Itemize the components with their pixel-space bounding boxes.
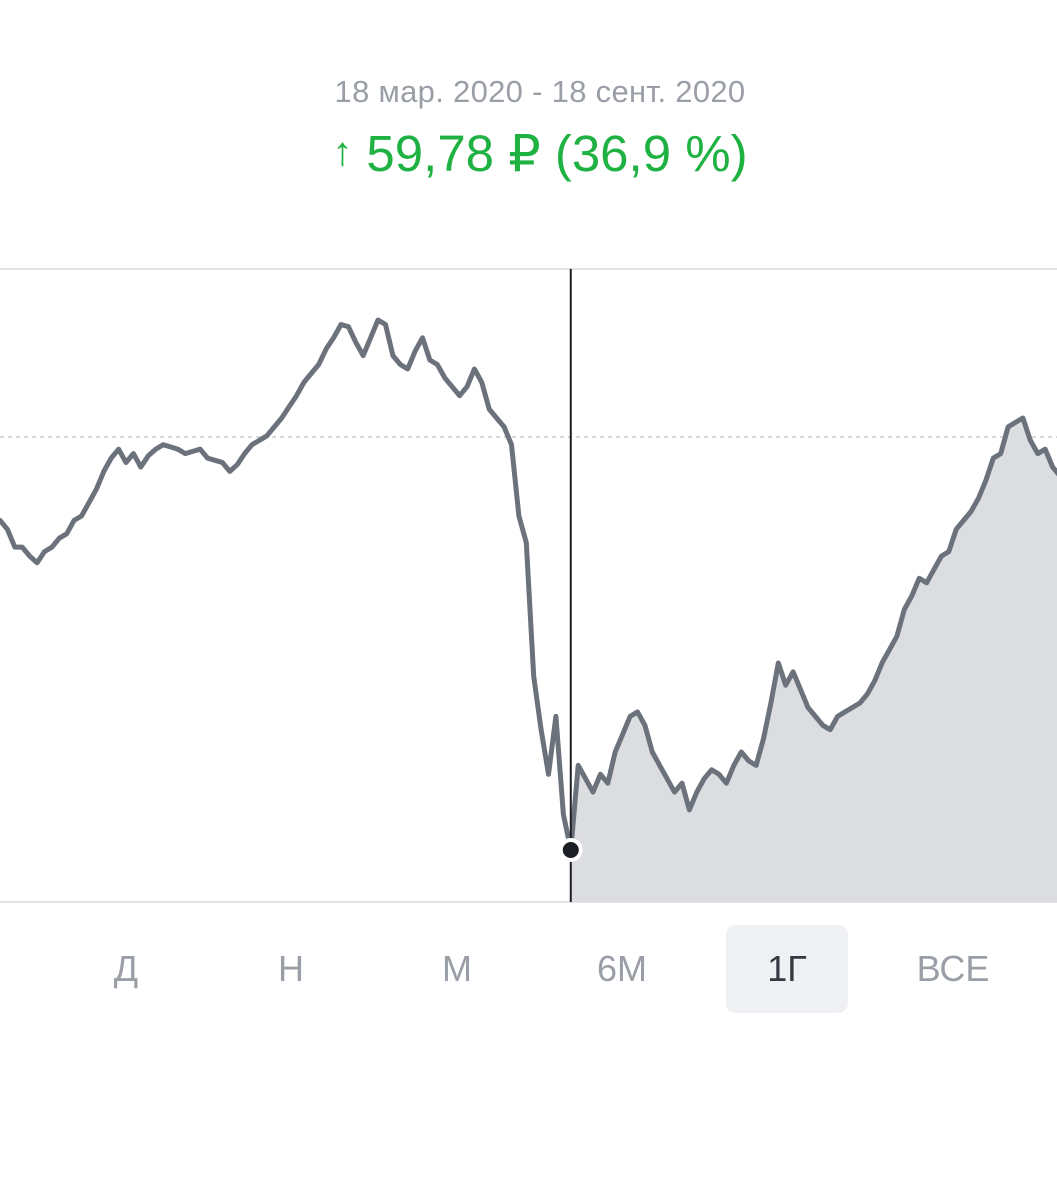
period-month[interactable]: М (442, 948, 472, 989)
period-selector: Д Н М 6М 1Г ВСЕ (0, 925, 1057, 1013)
selected-range-area (570, 418, 1057, 902)
period-day[interactable]: Д (113, 948, 139, 989)
period-6-months[interactable]: 6М (596, 948, 647, 989)
date-range: 18 мар. 2020 - 18 сент. 2020 (334, 74, 746, 109)
price-line (0, 317, 1057, 853)
price-chart[interactable] (0, 260, 1057, 910)
period-1-year[interactable]: 1Г (726, 925, 848, 1013)
price-change: ↑ 59,78 ₽ (36,9 %) (0, 124, 1057, 184)
price-change-value: 59,78 ₽ (36,9 %) (366, 125, 748, 182)
up-arrow-icon: ↑ (332, 129, 353, 174)
period-all[interactable]: ВСЕ (916, 948, 990, 989)
period-week[interactable]: Н (278, 948, 304, 989)
crosshair-point[interactable] (558, 838, 583, 862)
